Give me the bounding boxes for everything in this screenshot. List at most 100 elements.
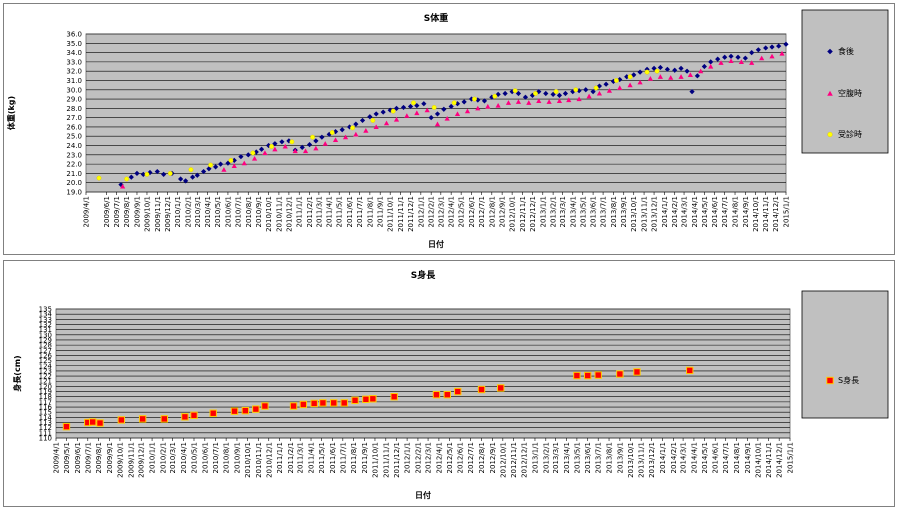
- data-point: [536, 98, 542, 103]
- data-point: [694, 73, 700, 79]
- data-point: [689, 89, 695, 95]
- x-tick-label: 2012/3/1: [437, 196, 445, 227]
- data-point: [701, 63, 707, 70]
- data-point: [272, 146, 278, 152]
- x-tick-label: 2014/11/1: [762, 196, 770, 232]
- data-point: [573, 87, 579, 93]
- height-chart-panel: 110 111 112 113 114 115 116 117 118 119 120 121 122 1…: [3, 260, 895, 507]
- data-point: [637, 69, 643, 75]
- x-tick-label: 2014/12/1: [776, 442, 784, 478]
- x-tick-label: 2013/12/1: [651, 196, 659, 232]
- data-point: [443, 390, 451, 399]
- x-tick-label: 2011/7/1: [339, 442, 347, 473]
- data-point: [596, 90, 603, 96]
- data-point: [776, 43, 782, 49]
- plot-area: [55, 308, 791, 439]
- data-point: [593, 85, 599, 91]
- data-point: [769, 53, 775, 59]
- x-tick-label: 2014/3/1: [680, 442, 688, 473]
- data-point: [502, 90, 508, 97]
- data-point: [444, 115, 450, 121]
- x-tick-label: 2010/9/1: [255, 196, 263, 227]
- data-point: [631, 72, 637, 78]
- x-tick-label: 2013/2/1: [550, 196, 558, 227]
- y-tick-label: 111: [39, 429, 52, 437]
- data-point: [190, 174, 196, 180]
- data-point: [566, 97, 572, 103]
- x-tick-label: 2013/4/1: [569, 196, 577, 227]
- x-tick-label: 2010/5/1: [214, 196, 222, 227]
- x-tick-label: 2012/4/1: [448, 196, 456, 227]
- x-tick-label: 2014/3/1: [681, 196, 689, 227]
- series-受診時: [96, 68, 660, 182]
- x-tick-label: 2009/8/1: [95, 442, 103, 473]
- x-tick-label: 2010/8/1: [223, 442, 231, 473]
- x-tick-label: 2010/11/1: [255, 442, 263, 478]
- y-tick-label: 23.0: [66, 151, 82, 159]
- x-tick-label: 2014/4/1: [691, 196, 699, 227]
- x-tick-label: 2014/5/1: [701, 442, 709, 473]
- x-tick-label: 2012/1/1: [404, 442, 412, 473]
- x-tick-label: 2012/6/1: [468, 196, 476, 227]
- x-axis-label: 日付: [428, 239, 444, 249]
- data-point: [231, 157, 237, 163]
- x-tick-label: 2014/8/1: [732, 196, 740, 227]
- data-point: [543, 90, 549, 97]
- data-point: [313, 138, 319, 144]
- data-point: [421, 101, 427, 107]
- data-point: [672, 67, 678, 73]
- x-tick-label: 2014/6/1: [712, 442, 720, 473]
- data-point: [594, 371, 602, 379]
- data-point: [570, 89, 576, 95]
- x-tick-label: 2014/4/1: [690, 442, 698, 473]
- x-tick-label: 2011/3/1: [297, 442, 305, 473]
- data-point: [350, 125, 355, 131]
- x-tick-label: 2010/3/1: [194, 196, 202, 227]
- data-point: [668, 75, 674, 80]
- data-point: [201, 168, 207, 175]
- data-point: [556, 92, 563, 98]
- x-tick-label: 2012/5/1: [458, 196, 466, 227]
- data-point: [515, 99, 522, 104]
- x-tick-label: 2011/3/1: [315, 196, 323, 227]
- legend-label: 受診時: [838, 129, 862, 139]
- data-point: [252, 405, 260, 413]
- data-point: [144, 171, 150, 177]
- x-tick-label: 2011/2/1: [306, 196, 314, 227]
- data-point: [322, 141, 328, 146]
- y-tick-label: 134: [39, 311, 53, 319]
- x-tick-label: 2009/6/1: [103, 196, 111, 227]
- data-point: [584, 371, 592, 380]
- x-tick-label: 2014/12/1: [772, 196, 780, 232]
- data-point: [310, 134, 315, 140]
- data-point: [546, 99, 552, 104]
- data-point: [313, 145, 319, 151]
- data-point: [495, 102, 501, 108]
- data-point: [194, 172, 200, 178]
- data-point: [154, 168, 160, 175]
- y-tick-label: 126: [39, 352, 53, 360]
- legend-box: [801, 290, 889, 419]
- x-tick-label: 2010/4/1: [204, 196, 212, 227]
- data-point: [251, 155, 258, 161]
- data-point: [353, 121, 359, 127]
- data-point: [209, 409, 217, 417]
- data-point: [292, 148, 298, 154]
- data-point: [432, 390, 441, 399]
- data-point: [411, 100, 416, 106]
- data-point: [576, 96, 582, 102]
- y-tick-label: 31.0: [66, 77, 82, 85]
- x-tick-label: 2013/12/1: [648, 442, 656, 478]
- data-point: [654, 68, 660, 74]
- y-tick-label: 19.0: [66, 189, 82, 197]
- data-point: [230, 407, 239, 415]
- data-point: [512, 88, 518, 94]
- y-tick-label: 116: [39, 404, 53, 412]
- data-point: [657, 64, 663, 71]
- data-point: [188, 167, 194, 173]
- data-point: [464, 108, 471, 114]
- y-tick-label: 118: [39, 393, 52, 401]
- data-point: [728, 53, 734, 59]
- data-point: [451, 100, 457, 106]
- data-point: [310, 399, 318, 408]
